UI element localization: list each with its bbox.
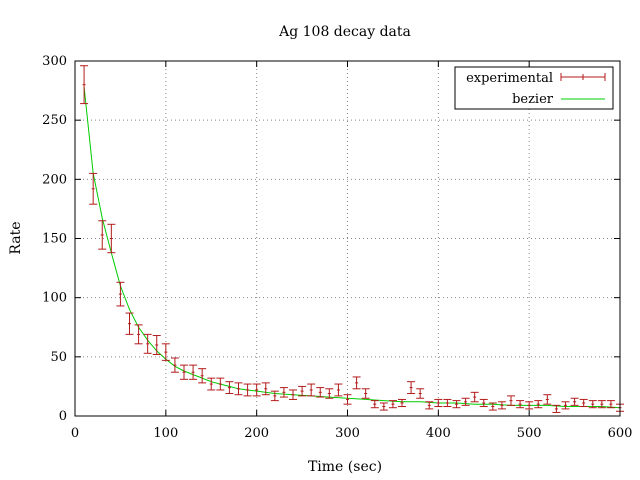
error-bar	[243, 383, 252, 397]
error-bar	[334, 383, 343, 397]
error-bar	[579, 398, 588, 408]
error-bar	[307, 383, 316, 397]
y-tick-label: 50	[50, 350, 67, 365]
error-bar	[116, 281, 125, 307]
y-tick-label: 300	[42, 54, 67, 69]
error-bar	[216, 377, 225, 391]
y-tick-label: 200	[42, 172, 67, 187]
error-bar	[298, 385, 307, 397]
x-tick-label: 100	[153, 426, 178, 441]
x-tick-label: 500	[517, 426, 542, 441]
error-bar	[261, 382, 270, 396]
error-bar	[125, 312, 134, 335]
error-bar	[234, 382, 243, 396]
x-tick-label: 600	[608, 426, 633, 441]
bezier-curve	[83, 86, 621, 409]
x-tick-label: 200	[244, 426, 269, 441]
y-axis-label: Rate	[8, 221, 24, 254]
legend: experimental bezier	[454, 66, 614, 110]
error-bar	[80, 65, 89, 105]
x-tick-label: 0	[71, 426, 79, 441]
error-bar	[198, 368, 207, 384]
series-layer	[80, 65, 624, 413]
error-bar	[370, 400, 379, 409]
error-bar	[398, 398, 406, 408]
grid	[75, 61, 620, 416]
y-tick-label: 150	[42, 232, 67, 247]
error-bar	[388, 400, 397, 409]
error-bar	[143, 333, 152, 354]
error-bar	[170, 357, 179, 373]
error-bar	[152, 335, 161, 355]
error-bar	[134, 324, 143, 345]
error-bar	[89, 172, 98, 205]
error-bar	[189, 364, 198, 380]
error-bar	[561, 401, 570, 410]
error-bar	[107, 223, 116, 254]
error-bar	[606, 400, 615, 409]
legend-swatch-experimental	[560, 73, 606, 81]
error-bar	[252, 383, 261, 397]
error-bar	[361, 388, 370, 399]
error-bar	[552, 404, 561, 413]
error-bar	[379, 402, 388, 411]
legend-label-experimental: experimental	[466, 71, 553, 86]
axis-ticks: 0 100 200 300 400 500 600 0 50 100 150 200 250 300	[42, 54, 632, 441]
error-bar	[525, 401, 534, 410]
error-bar	[270, 390, 279, 402]
x-axis-label: Time (sec)	[308, 459, 382, 475]
x-tick-label: 300	[335, 426, 360, 441]
error-bar	[279, 387, 288, 398]
x-tick-label: 400	[426, 426, 451, 441]
error-bar	[352, 376, 361, 390]
error-bar	[343, 394, 352, 405]
error-bar	[225, 381, 234, 395]
error-bar	[497, 401, 506, 410]
chart-title: Ag 108 decay data	[278, 24, 411, 40]
error-bar	[434, 398, 443, 408]
error-bar	[289, 389, 297, 400]
error-bar	[470, 391, 479, 403]
y-tick-label: 0	[59, 409, 67, 424]
error-bar	[488, 402, 497, 411]
error-bar	[588, 400, 597, 409]
error-bar	[507, 395, 515, 406]
error-bar	[161, 343, 170, 361]
error-bar	[543, 394, 552, 405]
error-bar	[443, 398, 452, 408]
error-bar	[325, 388, 334, 399]
error-bar	[180, 364, 188, 380]
error-bar	[570, 397, 579, 406]
error-bar	[461, 397, 470, 406]
y-tick-label: 250	[42, 113, 67, 128]
error-bar	[425, 401, 434, 410]
error-bar	[316, 387, 325, 398]
error-bar	[479, 398, 488, 408]
error-bar	[516, 400, 525, 409]
error-bar	[207, 377, 216, 391]
plot-frame	[74, 60, 621, 417]
legend-label-bezier: bezier	[512, 92, 554, 107]
y-tick-label: 100	[42, 291, 67, 306]
error-bar	[407, 381, 416, 395]
error-bar	[597, 400, 606, 409]
error-bar	[452, 400, 461, 409]
error-bar	[98, 220, 107, 250]
error-bar	[416, 388, 425, 399]
legend-box	[454, 66, 614, 110]
error-bar	[534, 400, 543, 409]
